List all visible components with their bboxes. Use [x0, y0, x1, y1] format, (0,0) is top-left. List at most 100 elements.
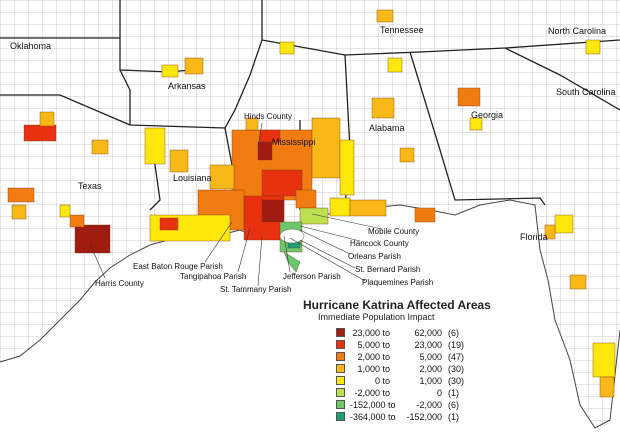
region-c1	[257, 141, 273, 161]
legend-range-to: 0	[436, 388, 442, 398]
legend-swatch	[336, 388, 345, 397]
region-c4	[311, 117, 341, 179]
legend-count: (1)	[448, 388, 459, 398]
impact-regions	[7, 9, 616, 398]
legend-count: (30)	[448, 364, 465, 374]
legend-range-from: -364,000 to	[350, 412, 396, 422]
region-tn3	[387, 57, 403, 73]
region-fl2	[569, 274, 587, 290]
region-c2-c	[159, 217, 179, 231]
region-c5	[339, 139, 355, 196]
mississippi-delta	[283, 251, 301, 273]
callout-jefferson: Jefferson Parish	[283, 272, 341, 281]
legend-swatch	[336, 412, 345, 421]
region-fl5	[544, 224, 556, 240]
callout-tangipahoa: Tangipahoa Parish	[180, 272, 247, 281]
region-al2	[399, 147, 415, 163]
callout-st-bernard: St. Bernard Parish	[355, 265, 421, 274]
state-label-north-carolina: North Carolina	[548, 26, 607, 36]
region-tn2	[279, 41, 295, 55]
region-ark1	[184, 57, 204, 75]
state-label-tennessee: Tennessee	[380, 25, 424, 35]
region-c5-tx5	[59, 204, 71, 218]
state-label-florida: Florida	[520, 232, 548, 242]
region-c5-d	[144, 127, 166, 165]
state-label-alabama: Alabama	[369, 123, 405, 133]
legend-range-to: 5,000	[419, 352, 442, 362]
legend-range-to: -2,000	[416, 400, 442, 410]
legend-range-from: 5,000 to	[357, 340, 390, 350]
legend-swatch	[336, 352, 345, 361]
legend-swatch	[336, 364, 345, 373]
legend-swatch	[336, 340, 345, 349]
region-c3-d	[414, 207, 436, 223]
region-c3-tx	[69, 214, 85, 228]
callout-hancock: Hancock County	[350, 239, 409, 248]
state-label-south-carolina: South Carolina	[556, 87, 616, 97]
legend-range-from: 0 to	[374, 376, 390, 386]
legend-count: (19)	[448, 340, 465, 350]
legend-swatch	[336, 328, 345, 337]
legend-range-to: -152,000	[406, 412, 442, 422]
region-al1	[371, 97, 395, 119]
legend-range-from: 1,000 to	[357, 364, 390, 374]
region-fl3	[592, 342, 616, 378]
callout-plaquemines: Plaquemines Parish	[362, 278, 434, 287]
region-c1-b	[261, 199, 285, 223]
region-c2-tx1	[23, 124, 57, 142]
region-ga1	[457, 87, 481, 107]
legend-range-to: 1,000	[419, 376, 442, 386]
legend-range-from: -2,000 to	[354, 388, 390, 398]
region-nc	[585, 39, 601, 55]
legend-count: (30)	[448, 376, 465, 386]
state-label-georgia: Georgia	[471, 110, 504, 120]
callout-orleans: Orleans Parish	[348, 252, 401, 261]
region-ark2	[161, 64, 179, 78]
callout-lines	[89, 122, 383, 287]
region-c5-c	[329, 197, 351, 217]
callout-st-tammany: St. Tammany Parish	[220, 285, 292, 294]
legend-range-from: -152,000 to	[350, 400, 396, 410]
region-tn1	[376, 9, 394, 23]
region-c6	[299, 207, 329, 225]
region-ga2	[469, 117, 483, 131]
state-label-arkansas: Arkansas	[168, 81, 206, 91]
state-label-oklahoma: Oklahoma	[10, 41, 52, 51]
legend-range-from: 2,000 to	[357, 352, 390, 362]
region-c4-tx4	[11, 204, 27, 220]
callout-hinds: Hinds County	[244, 112, 293, 121]
legend-range-to: 23,000	[414, 340, 442, 350]
region-c4-d	[169, 149, 189, 173]
legend-count: (6)	[448, 328, 459, 338]
legend-range-from: 23,000 to	[352, 328, 390, 338]
region-c4-tx3	[91, 139, 109, 155]
state-label-texas: Texas	[78, 181, 102, 191]
region-fl4	[599, 376, 615, 398]
legend-range-to: 62,000	[414, 328, 442, 338]
state-label-mississippi: Mississippi	[272, 137, 316, 147]
lake-pontchartrain	[279, 228, 305, 244]
state-label-louisiana: Louisiana	[173, 173, 212, 183]
callout-harris: Harris County	[95, 279, 144, 288]
legend-count: (6)	[448, 400, 459, 410]
legend-range-to: 2,000	[419, 364, 442, 374]
region-ms-hinds	[245, 117, 259, 131]
callout-east-baton-rouge: East Baton Rouge Parish	[133, 262, 223, 271]
region-c3-tx6	[39, 111, 55, 127]
legend-swatch	[336, 376, 345, 385]
region-c4-c	[349, 199, 387, 217]
region-fl1	[554, 214, 574, 234]
region-c3-tx2	[7, 187, 35, 203]
legend-count: (47)	[448, 352, 465, 362]
callout-mobile: Mobile County	[368, 227, 420, 236]
region-c4-b	[209, 164, 235, 190]
region-c3-c	[295, 189, 317, 209]
region-c2	[261, 169, 303, 197]
legend-swatch	[336, 400, 345, 409]
legend-count: (1)	[448, 412, 459, 422]
legend-subtitle: Immediate Population Impact	[318, 312, 435, 322]
region-harris	[74, 224, 111, 254]
legend-title: Hurricane Katrina Affected Areas	[303, 298, 491, 312]
